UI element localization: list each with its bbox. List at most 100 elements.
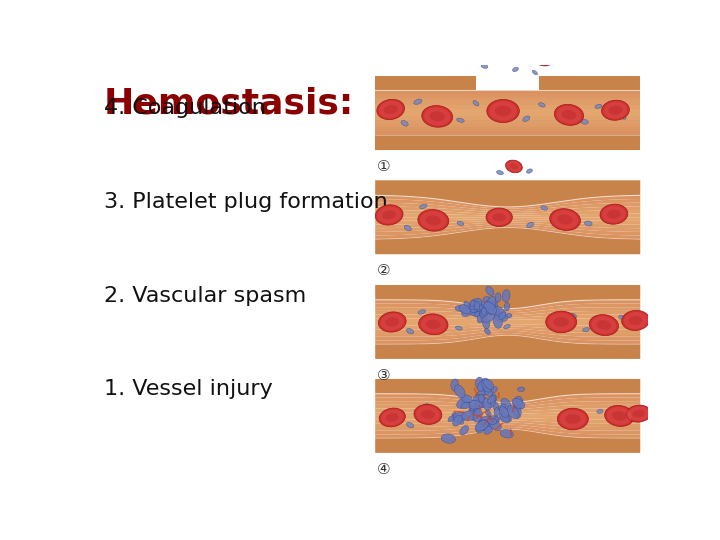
Ellipse shape xyxy=(487,46,507,62)
Ellipse shape xyxy=(478,422,492,431)
Ellipse shape xyxy=(385,318,399,327)
Ellipse shape xyxy=(479,394,485,403)
Ellipse shape xyxy=(552,210,578,229)
Ellipse shape xyxy=(541,206,547,210)
Ellipse shape xyxy=(513,396,523,411)
Ellipse shape xyxy=(580,119,588,124)
Polygon shape xyxy=(375,423,640,431)
Polygon shape xyxy=(375,219,640,225)
Ellipse shape xyxy=(502,289,510,302)
Polygon shape xyxy=(375,322,640,326)
Ellipse shape xyxy=(559,410,586,428)
Polygon shape xyxy=(375,134,640,150)
Ellipse shape xyxy=(565,414,580,424)
Ellipse shape xyxy=(473,100,479,106)
Ellipse shape xyxy=(418,210,449,231)
Ellipse shape xyxy=(508,407,514,413)
Text: Hemostasis:: Hemostasis: xyxy=(104,86,354,120)
Ellipse shape xyxy=(500,407,508,417)
Ellipse shape xyxy=(379,101,402,118)
Ellipse shape xyxy=(546,311,577,333)
Ellipse shape xyxy=(497,171,503,174)
Ellipse shape xyxy=(512,399,525,409)
Ellipse shape xyxy=(404,225,411,231)
Polygon shape xyxy=(375,112,640,116)
Ellipse shape xyxy=(538,55,547,62)
Ellipse shape xyxy=(401,120,408,126)
Ellipse shape xyxy=(487,296,496,309)
Ellipse shape xyxy=(485,45,508,63)
Ellipse shape xyxy=(470,404,478,415)
Polygon shape xyxy=(375,420,640,427)
Polygon shape xyxy=(375,102,640,105)
Ellipse shape xyxy=(469,307,476,316)
Ellipse shape xyxy=(591,316,616,334)
Ellipse shape xyxy=(377,206,401,224)
Ellipse shape xyxy=(420,204,427,209)
Ellipse shape xyxy=(470,299,480,313)
Ellipse shape xyxy=(582,328,590,332)
Ellipse shape xyxy=(526,169,532,173)
Ellipse shape xyxy=(456,118,464,123)
Ellipse shape xyxy=(505,160,522,173)
Ellipse shape xyxy=(513,406,521,418)
Ellipse shape xyxy=(554,317,569,327)
Ellipse shape xyxy=(499,413,510,423)
Ellipse shape xyxy=(473,312,479,317)
Polygon shape xyxy=(375,394,640,405)
Polygon shape xyxy=(375,427,640,438)
Ellipse shape xyxy=(493,307,505,317)
Ellipse shape xyxy=(461,395,472,403)
Ellipse shape xyxy=(384,105,397,114)
Ellipse shape xyxy=(605,406,634,427)
Ellipse shape xyxy=(513,68,518,72)
Ellipse shape xyxy=(557,408,588,430)
Ellipse shape xyxy=(481,64,488,69)
Ellipse shape xyxy=(487,303,495,307)
Ellipse shape xyxy=(539,103,545,107)
Ellipse shape xyxy=(473,394,485,402)
Ellipse shape xyxy=(474,399,486,408)
Ellipse shape xyxy=(476,302,483,311)
Ellipse shape xyxy=(477,314,483,323)
Polygon shape xyxy=(375,401,640,409)
Polygon shape xyxy=(375,195,640,208)
Ellipse shape xyxy=(457,420,464,424)
Ellipse shape xyxy=(422,105,453,127)
Ellipse shape xyxy=(476,423,486,433)
Polygon shape xyxy=(375,217,640,221)
Ellipse shape xyxy=(485,301,491,310)
Ellipse shape xyxy=(513,40,534,56)
Ellipse shape xyxy=(386,413,399,422)
Ellipse shape xyxy=(481,301,489,310)
Ellipse shape xyxy=(494,407,500,416)
Ellipse shape xyxy=(624,420,630,424)
Polygon shape xyxy=(375,318,640,322)
Ellipse shape xyxy=(612,411,626,421)
Ellipse shape xyxy=(500,415,510,422)
Ellipse shape xyxy=(514,41,532,55)
Polygon shape xyxy=(375,300,640,311)
Ellipse shape xyxy=(476,310,484,317)
Ellipse shape xyxy=(459,305,471,314)
Ellipse shape xyxy=(480,304,487,309)
Ellipse shape xyxy=(487,418,497,424)
Ellipse shape xyxy=(426,215,441,225)
Polygon shape xyxy=(375,397,640,407)
Ellipse shape xyxy=(474,301,480,310)
Polygon shape xyxy=(375,127,640,131)
Ellipse shape xyxy=(569,313,577,319)
Ellipse shape xyxy=(456,326,462,330)
Ellipse shape xyxy=(607,407,631,425)
Ellipse shape xyxy=(504,302,510,311)
Polygon shape xyxy=(375,307,640,315)
Polygon shape xyxy=(375,120,640,124)
Ellipse shape xyxy=(487,398,496,408)
Ellipse shape xyxy=(585,221,592,226)
Ellipse shape xyxy=(455,306,464,312)
Ellipse shape xyxy=(601,100,629,120)
Polygon shape xyxy=(375,418,640,423)
Ellipse shape xyxy=(482,318,490,329)
Ellipse shape xyxy=(621,310,649,330)
Ellipse shape xyxy=(422,404,429,408)
